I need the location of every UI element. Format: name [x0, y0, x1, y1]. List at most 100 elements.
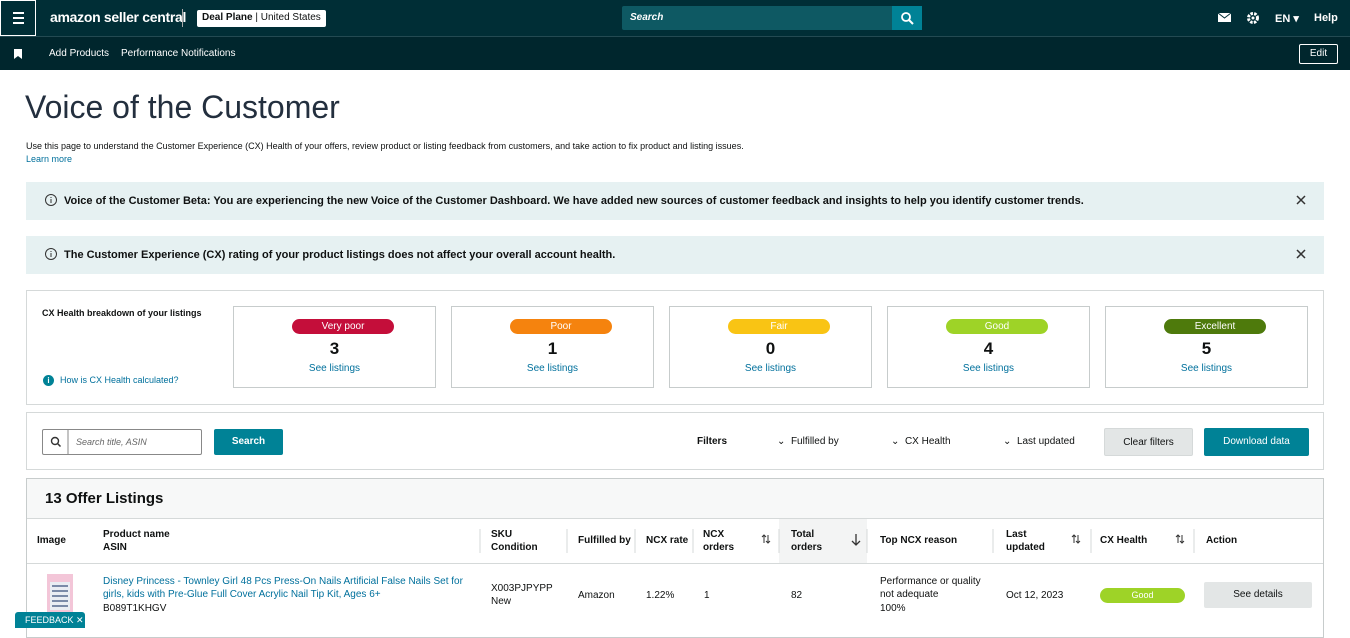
cx-health-panel: CX Health breakdown of your listings i Ho… — [26, 290, 1324, 405]
filter-dropdown[interactable]: ⌄ CX Health — [891, 436, 951, 447]
listing-search[interactable]: Search title, ASIN — [42, 429, 202, 455]
top-ncx-share: 100% — [880, 603, 906, 614]
nav-link[interactable]: Add Products — [49, 48, 110, 59]
count: 3 — [329, 339, 340, 358]
column-header[interactable]: Last updated — [1006, 528, 1045, 554]
global-search[interactable]: Search — [622, 6, 892, 30]
column-line: Last — [1006, 529, 1027, 540]
see-listings[interactable]: See listings — [962, 363, 1015, 374]
table-header: Image Product name ASIN SKU Condition Fulf… — [27, 519, 1323, 564]
placeholder: Search title, ASIN — [76, 437, 147, 447]
health-card: Poor 1 See listings — [451, 306, 654, 388]
column-line: NCX — [703, 529, 725, 540]
help-link[interactable]: i How is CX Health calculated? — [43, 375, 179, 386]
see-listings[interactable]: See listings — [526, 363, 579, 374]
count: 1 — [547, 339, 558, 358]
learn-more[interactable]: Learn more — [26, 154, 73, 164]
health-card: Very poor 3 See listings — [233, 306, 436, 388]
column-line: orders — [791, 542, 823, 553]
column-header[interactable]: Product name ASIN — [103, 528, 170, 554]
asin: B089T1KHGV — [103, 603, 167, 614]
column-header[interactable]: CX Health — [1100, 535, 1148, 546]
column-header[interactable]: Fulfilled by — [578, 535, 631, 546]
menu-icon — [13, 12, 24, 24]
count: 0 — [765, 339, 776, 358]
table-row: Disney Princess - Townley Girl 48 Pcs Pr… — [27, 565, 1323, 629]
clear-filters[interactable]: Clear filters — [1104, 428, 1193, 456]
filter-text: Last updated — [1016, 436, 1075, 447]
language[interactable]: EN ▾ — [1275, 13, 1299, 25]
page-description: Use this page to understand the Customer… — [26, 141, 744, 151]
column-line: SKU — [491, 529, 513, 540]
alert-text: Voice of the Customer Beta: You are expe… — [64, 195, 1084, 207]
product-name[interactable]: Disney Princess - Townley Girl 48 Pcs Pr… — [103, 576, 463, 600]
column-header[interactable]: NCX orders — [703, 528, 734, 554]
column-line: orders — [703, 542, 735, 553]
column-header[interactable]: Total orders — [791, 528, 822, 554]
condition: New — [491, 596, 512, 607]
badge: Very poor — [292, 319, 394, 334]
help[interactable]: Help — [1314, 12, 1338, 24]
badge: Good — [946, 319, 1048, 334]
alert: Voice of the Customer Beta: You are expe… — [26, 182, 1324, 220]
column-header[interactable]: NCX rate — [646, 535, 689, 546]
column-line: Condition — [491, 542, 538, 553]
sub-nav: Add Products Performance Notifications E… — [0, 36, 1350, 70]
download-button[interactable]: Download data — [1204, 428, 1309, 456]
info-icon: i — [43, 375, 54, 386]
column-line: Total — [791, 529, 815, 540]
edit-button[interactable]: Edit — [1299, 44, 1338, 64]
search-icon — [50, 430, 69, 454]
bookmark-icon — [14, 49, 22, 59]
store-selector[interactable]: Deal Plane | United States — [197, 10, 326, 27]
ncx-orders: 1 — [704, 590, 710, 601]
alert: The Customer Experience (CX) rating of y… — [26, 236, 1324, 274]
product-image — [47, 574, 73, 616]
see-listings[interactable]: See listings — [744, 363, 797, 374]
listings-header — [27, 479, 1323, 519]
filter-dropdown[interactable]: ⌄ Last updated — [1003, 436, 1075, 447]
top-nav: amazon seller central Deal Plane | Unite… — [0, 0, 1350, 36]
header-icons[interactable] — [1218, 11, 1274, 25]
badge: Fair — [728, 319, 830, 334]
filters-label: Filters — [697, 436, 728, 447]
divider — [182, 9, 183, 27]
top-ncx-reason: Performance or quality not adequate — [880, 576, 981, 600]
alert-text: The Customer Experience (CX) rating of y… — [64, 249, 616, 261]
toolbar: Search title, ASIN Search Filters ⌄ Fulf… — [26, 412, 1324, 470]
health-badge: Good — [1100, 588, 1185, 603]
nav-link[interactable]: Performance Notifications — [121, 48, 236, 59]
badge: Poor — [510, 319, 612, 334]
see-details[interactable]: See details — [1204, 582, 1312, 608]
ncx-rate: 1.22% — [646, 590, 675, 601]
store-name: Deal Plane — [202, 12, 253, 23]
feedback-text: FEEDBACK — [25, 615, 74, 625]
health-card: Excellent 5 See listings — [1105, 306, 1308, 388]
see-listings[interactable]: See listings — [308, 363, 361, 374]
search-button[interactable]: Search — [214, 429, 283, 455]
column-header[interactable]: Image — [37, 535, 66, 546]
column-line: ASIN — [103, 542, 127, 553]
search-icon — [901, 12, 914, 25]
filter-text: Fulfilled by — [790, 436, 839, 447]
last-updated: Oct 12, 2023 — [1006, 590, 1064, 601]
language-code: EN — [1275, 13, 1291, 25]
column-header[interactable]: Top NCX reason — [880, 535, 958, 546]
menu-button[interactable] — [0, 0, 36, 36]
feedback-tab[interactable]: FEEDBACK ✕ — [15, 612, 85, 628]
help-link-text: How is CX Health calculated? — [60, 375, 179, 385]
alert-icons — [45, 194, 1306, 260]
column-line: Product name — [103, 529, 170, 540]
column-dividers — [479, 529, 1195, 553]
see-listings[interactable]: See listings — [1180, 363, 1233, 374]
column-header[interactable]: Action — [1206, 535, 1238, 546]
filter-text: CX Health — [904, 436, 951, 447]
search-button[interactable] — [892, 6, 922, 30]
store-region: United States — [260, 12, 321, 23]
brand[interactable]: amazon seller central — [50, 9, 187, 25]
column-header[interactable]: SKU Condition — [491, 528, 538, 554]
badge: Excellent — [1164, 319, 1266, 334]
filter-dropdown[interactable]: ⌄ Fulfilled by — [777, 436, 839, 447]
